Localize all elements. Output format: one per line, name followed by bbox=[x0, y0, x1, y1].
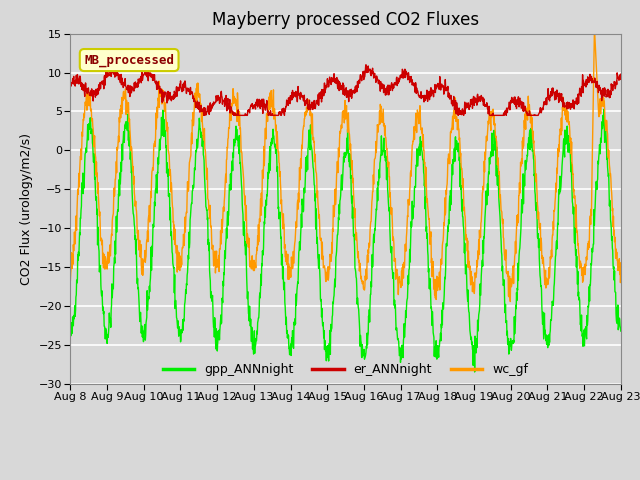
er_ANNnight bbox=[109, 62, 116, 68]
wc_gf bbox=[312, 157, 319, 163]
gpp_ANNnight bbox=[312, 191, 319, 197]
Line: gpp_ANNnight: gpp_ANNnight bbox=[70, 109, 621, 372]
gpp_ANNnight bbox=[600, 107, 608, 112]
wc_gf bbox=[321, 268, 329, 274]
gpp_ANNnight bbox=[300, 185, 308, 191]
wc_gf bbox=[300, 123, 308, 129]
Line: er_ANNnight: er_ANNnight bbox=[70, 65, 621, 115]
Legend: gpp_ANNnight, er_ANNnight, wc_gf: gpp_ANNnight, er_ANNnight, wc_gf bbox=[158, 358, 533, 381]
gpp_ANNnight bbox=[132, 233, 140, 239]
gpp_ANNnight bbox=[617, 328, 625, 334]
er_ANNnight bbox=[617, 72, 625, 78]
er_ANNnight bbox=[109, 71, 117, 77]
wc_gf bbox=[380, 123, 387, 129]
wc_gf bbox=[67, 277, 74, 283]
Text: MB_processed: MB_processed bbox=[84, 53, 174, 67]
Line: wc_gf: wc_gf bbox=[70, 34, 621, 301]
er_ANNnight bbox=[381, 85, 388, 91]
er_ANNnight bbox=[312, 99, 320, 105]
wc_gf bbox=[109, 212, 117, 218]
Y-axis label: CO2 Flux (urology/m2/s): CO2 Flux (urology/m2/s) bbox=[20, 133, 33, 285]
wc_gf bbox=[591, 31, 598, 36]
gpp_ANNnight bbox=[67, 329, 74, 335]
er_ANNnight bbox=[322, 83, 330, 88]
gpp_ANNnight bbox=[471, 369, 479, 375]
gpp_ANNnight bbox=[380, 136, 387, 142]
er_ANNnight bbox=[132, 80, 140, 86]
Title: Mayberry processed CO2 Fluxes: Mayberry processed CO2 Fluxes bbox=[212, 11, 479, 29]
wc_gf bbox=[617, 273, 625, 279]
wc_gf bbox=[506, 299, 514, 304]
er_ANNnight bbox=[301, 101, 308, 107]
gpp_ANNnight bbox=[321, 340, 329, 346]
er_ANNnight bbox=[200, 112, 207, 118]
wc_gf bbox=[132, 203, 140, 208]
gpp_ANNnight bbox=[109, 283, 117, 289]
er_ANNnight bbox=[67, 79, 74, 85]
